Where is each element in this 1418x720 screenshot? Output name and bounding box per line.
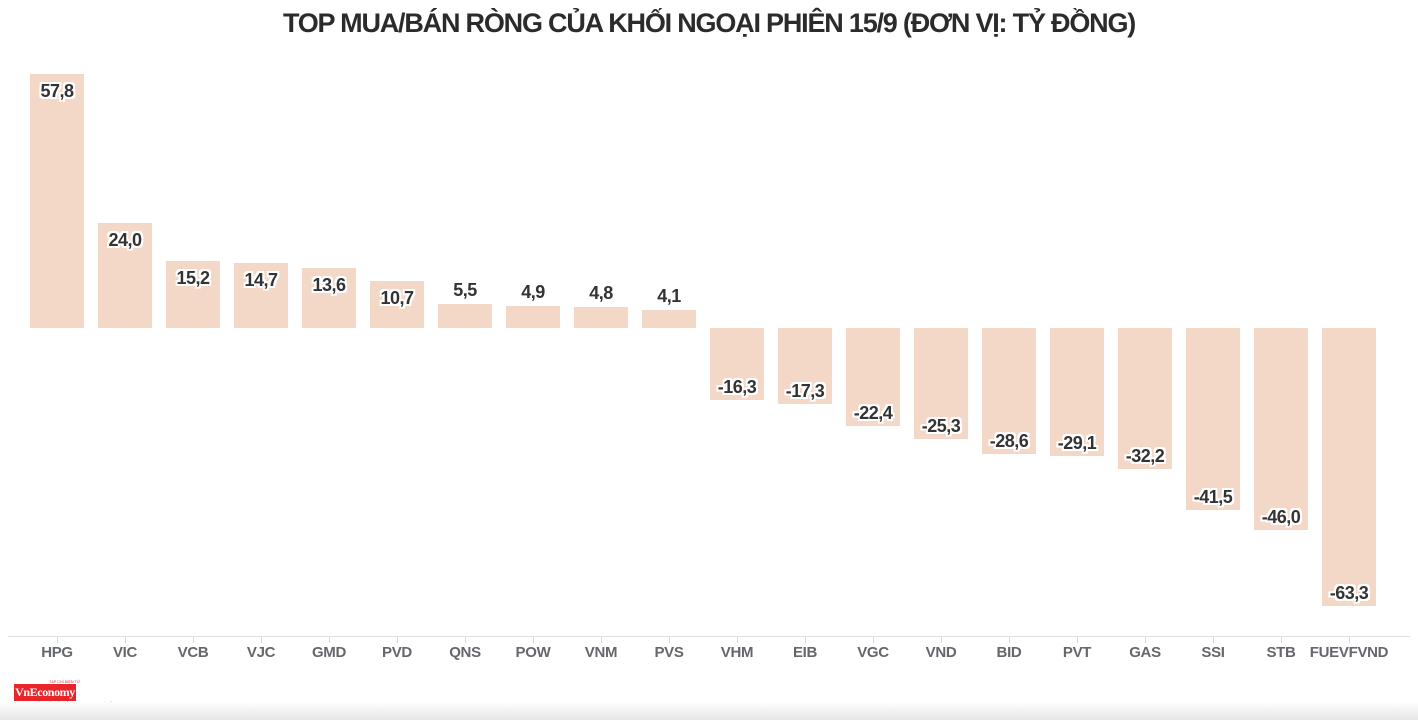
bar-VIC [98,222,152,328]
bar-VNM [574,306,628,328]
value-label-PVD: 10,7 [380,287,414,308]
logo-top-tagline: TẠP CHÍ ĐIỆN TỬ [49,680,80,684]
bar-VND [914,328,968,440]
category-label-PVT: PVT [1062,644,1092,661]
category-label-PVS: PVS [654,644,684,661]
x-axis-tick [1349,637,1350,643]
x-axis-tick [1145,637,1146,643]
bar-PVD [370,280,424,328]
vneconomy-logo-box: VnEconomy [14,684,76,701]
value-label-QNS: 5,5 [453,279,477,300]
category-label-VIC: VIC [112,644,138,661]
bar-GMD [302,268,356,328]
category-label-SSI: SSI [1201,644,1225,661]
value-label-VHM: -16,3 [717,376,757,397]
bar-POW [506,306,560,328]
value-label-FUEVFVND: -63,3 [1329,583,1369,604]
value-label-POW: 4,9 [521,282,545,303]
bar-HPG [30,74,84,328]
x-axis-tick [329,637,330,643]
x-axis-tick [193,637,194,643]
category-label-VND: VND [925,644,957,661]
x-axis-tick [397,637,398,643]
category-label-GAS: GAS [1129,644,1161,661]
value-label-EIB: -17,3 [785,381,825,402]
value-label-VGC: -22,4 [853,403,893,424]
value-label-SSI: -41,5 [1193,487,1233,508]
value-label-VJC: 14,7 [244,270,278,291]
bar-VJC [234,263,288,328]
bar-VCB [166,261,220,328]
value-label-GAS: -32,2 [1125,446,1165,467]
bar-VGC [846,328,900,427]
bar-STB [1254,328,1308,531]
value-label-VCB: 15,2 [176,268,210,289]
x-axis-tick [601,637,602,643]
category-label-VNM: VNM [584,644,618,661]
x-axis-tick [533,637,534,643]
value-label-VIC: 24,0 [108,229,142,250]
value-label-PVS: 4,1 [657,285,681,306]
category-label-STB: STB [1266,644,1296,661]
x-axis-tick [1009,637,1010,643]
bottom-gradient-band [0,702,1418,720]
x-axis-tick [1213,637,1214,643]
value-label-GMD: 13,6 [312,275,346,296]
bar-PVS [642,309,696,328]
value-label-PVT: -29,1 [1057,432,1097,453]
bar-SSI [1186,328,1240,511]
bar-QNS [438,303,492,328]
category-label-BID: BID [996,644,1022,661]
category-label-EIB: EIB [792,644,818,661]
x-axis-tick [465,637,466,643]
category-label-GMD: GMD [311,644,347,661]
value-label-VND: -25,3 [921,416,961,437]
category-label-PVD: PVD [382,644,412,661]
x-axis-tick [941,637,942,643]
x-axis-tick [57,637,58,643]
bar-FUEVFVND [1322,328,1376,607]
x-axis-tick [873,637,874,643]
value-label-STB: -46,0 [1261,507,1301,528]
category-label-VGC: VGC [857,644,889,661]
bar-VHM [710,328,764,400]
x-axis-tick [669,637,670,643]
x-axis-tick [125,637,126,643]
x-axis-tick [1077,637,1078,643]
category-label-HPG: HPG [41,644,73,661]
value-label-BID: -28,6 [989,430,1029,451]
category-label-VCB: VCB [177,644,209,661]
chart-title: TOP MUA/BÁN RÒNG CỦA KHỐI NGOẠI PHIÊN 15… [282,8,1136,38]
x-axis-tick [805,637,806,643]
bar-BID [982,328,1036,454]
value-label-HPG: 57,8 [40,81,74,102]
x-axis-line [8,636,1410,637]
bar-EIB [778,328,832,405]
category-label-VJC: VJC [246,644,276,661]
bar-GAS [1118,328,1172,470]
bar-PVT [1050,328,1104,456]
category-label-POW: POW [515,644,551,661]
value-label-VNM: 4,8 [589,282,613,303]
category-label-VHM: VHM [720,644,754,661]
x-axis-tick [1281,637,1282,643]
category-label-QNS: QNS [449,644,481,661]
x-axis-tick [261,637,262,643]
category-label-FUEVFVND: FUEVFVND [1309,644,1389,661]
x-axis-tick [737,637,738,643]
